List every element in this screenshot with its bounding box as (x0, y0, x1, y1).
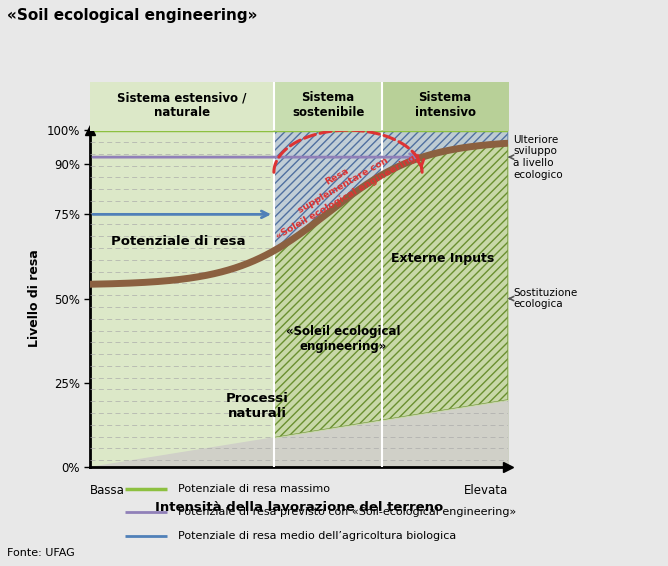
Text: Elevata: Elevata (464, 484, 508, 497)
Text: «Soil ecological engineering»: «Soil ecological engineering» (7, 8, 257, 24)
Text: Sostituzione
ecologica: Sostituzione ecologica (510, 288, 577, 310)
Text: Potenziale di resa: Potenziale di resa (111, 235, 245, 248)
Text: Intensità della lavorazione del terreno: Intensità della lavorazione del terreno (155, 501, 443, 513)
Text: Sistema
sostenibile: Sistema sostenibile (292, 91, 364, 119)
Y-axis label: Livello di resa: Livello di resa (28, 250, 41, 348)
Text: Sistema
intensivo: Sistema intensivo (415, 91, 476, 119)
Text: Sistema estensivo /
naturale: Sistema estensivo / naturale (118, 91, 246, 119)
Text: Potenziale di resa massimo: Potenziale di resa massimo (178, 484, 329, 494)
Text: Bassa: Bassa (90, 484, 125, 497)
Text: Potenziale di resa previsto con «Soil-ecological engineering»: Potenziale di resa previsto con «Soil-ec… (178, 507, 516, 517)
Text: Potenziale di resa medio dell’agricoltura biologica: Potenziale di resa medio dell’agricoltur… (178, 531, 456, 541)
Text: Externe Inputs: Externe Inputs (391, 252, 494, 265)
Text: Fonte: UFAG: Fonte: UFAG (7, 547, 74, 558)
Text: Resa
supplementare con
«Soleil ecological engineering»: Resa supplementare con «Soleil ecologica… (263, 131, 422, 241)
Text: «Soleil ecological
engineering»: «Soleil ecological engineering» (285, 325, 400, 353)
Text: Processi
naturali: Processi naturali (226, 392, 289, 421)
Text: Ulteriore
sviluppo
a livello
ecologico: Ulteriore sviluppo a livello ecologico (510, 135, 562, 179)
